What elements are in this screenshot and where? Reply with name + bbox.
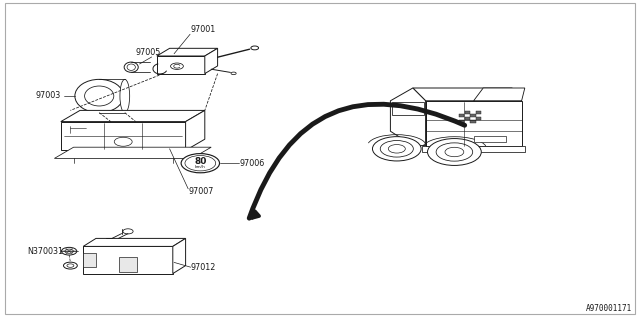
Polygon shape <box>83 253 96 267</box>
Circle shape <box>61 247 77 255</box>
Circle shape <box>67 264 74 267</box>
Circle shape <box>380 140 413 157</box>
Text: 97007: 97007 <box>188 188 214 196</box>
Text: 97005: 97005 <box>136 48 161 57</box>
Polygon shape <box>459 114 464 117</box>
Polygon shape <box>61 110 205 122</box>
Ellipse shape <box>120 79 130 113</box>
Circle shape <box>181 154 220 173</box>
Circle shape <box>251 46 259 50</box>
Polygon shape <box>413 88 522 101</box>
Circle shape <box>372 137 421 161</box>
Polygon shape <box>83 238 186 246</box>
Ellipse shape <box>84 86 114 106</box>
Polygon shape <box>426 101 522 146</box>
Text: N370031: N370031 <box>27 247 63 256</box>
Polygon shape <box>465 117 470 120</box>
Ellipse shape <box>75 79 124 113</box>
Circle shape <box>170 63 184 69</box>
Text: 97012: 97012 <box>191 263 216 272</box>
Circle shape <box>436 143 473 161</box>
Polygon shape <box>465 111 470 114</box>
Polygon shape <box>83 246 173 274</box>
Text: A970001171: A970001171 <box>586 304 632 313</box>
Polygon shape <box>470 114 476 117</box>
Polygon shape <box>157 48 218 56</box>
Circle shape <box>388 145 405 153</box>
Circle shape <box>123 229 133 234</box>
Polygon shape <box>422 146 525 152</box>
Polygon shape <box>157 56 205 74</box>
Circle shape <box>115 137 132 146</box>
Text: 80: 80 <box>194 157 207 166</box>
Polygon shape <box>470 120 476 123</box>
Circle shape <box>63 262 77 269</box>
Circle shape <box>428 139 481 165</box>
Polygon shape <box>61 122 186 150</box>
Polygon shape <box>173 238 186 274</box>
Circle shape <box>185 156 216 171</box>
Polygon shape <box>390 88 426 146</box>
Ellipse shape <box>127 64 136 70</box>
Text: 97006: 97006 <box>240 159 265 168</box>
Polygon shape <box>474 88 525 101</box>
Polygon shape <box>459 120 464 123</box>
Polygon shape <box>54 147 211 158</box>
Polygon shape <box>392 102 424 115</box>
Text: 97001: 97001 <box>190 25 215 34</box>
Polygon shape <box>476 117 481 120</box>
Circle shape <box>231 72 236 75</box>
Polygon shape <box>474 136 506 142</box>
Polygon shape <box>119 257 137 272</box>
Circle shape <box>65 249 74 253</box>
Polygon shape <box>186 110 205 150</box>
Text: 97003: 97003 <box>35 92 60 100</box>
Ellipse shape <box>124 62 138 72</box>
Polygon shape <box>476 111 481 114</box>
Text: km/h: km/h <box>195 165 205 169</box>
Polygon shape <box>205 48 218 74</box>
Circle shape <box>445 147 464 157</box>
